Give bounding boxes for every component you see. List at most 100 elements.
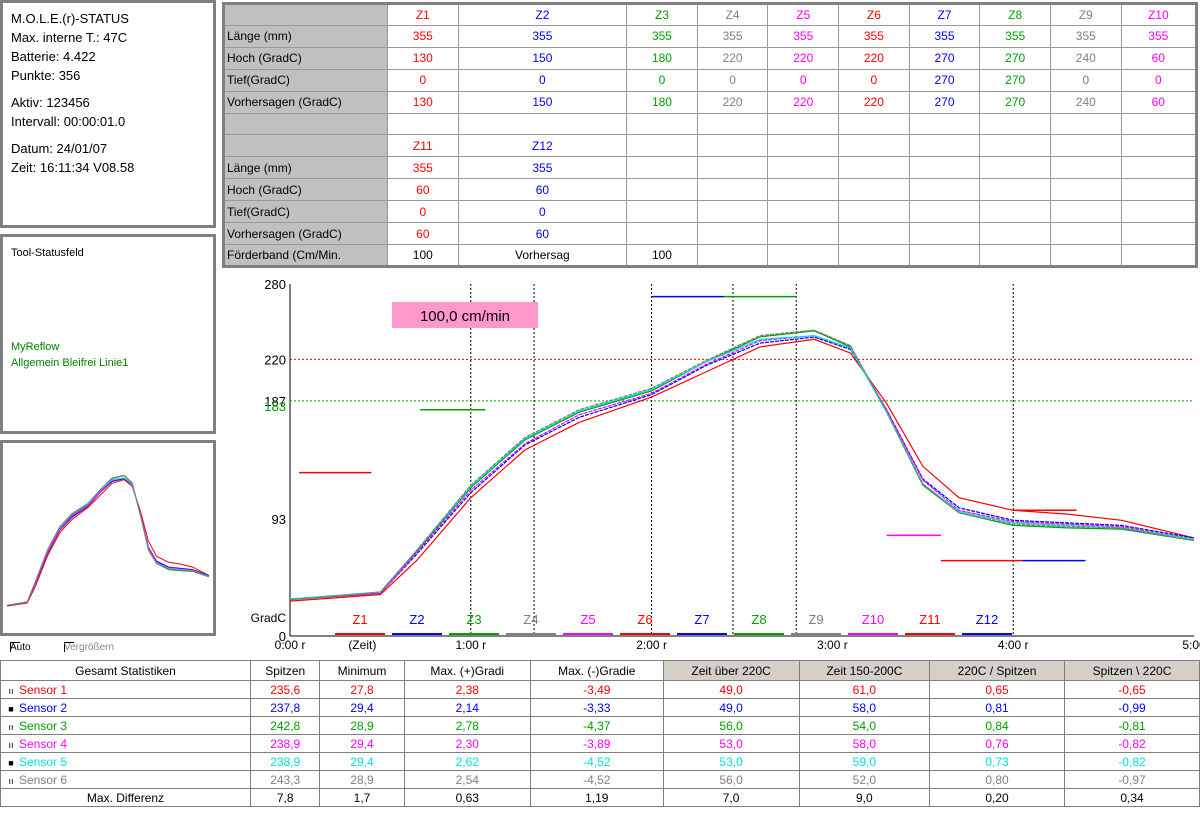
- y-tick-label: 187: [264, 394, 286, 409]
- stats-row[interactable]: ıı Sensor 4 238,9 29,4 2,30 -3,89 53,0 58,0 0,76…: [0, 734, 1200, 753]
- stats-value: 54,0: [798, 716, 931, 735]
- zone-empty: [767, 178, 840, 202]
- zone-empty: [979, 222, 1051, 245]
- zone-row-label: Vorhersagen (GradC): [223, 90, 388, 114]
- zone-value: 0: [457, 200, 628, 224]
- sensor-toggle-icon[interactable]: ıı: [8, 775, 14, 786]
- sensor-toggle-icon[interactable]: ıı: [8, 739, 14, 750]
- zoom-checkbox[interactable]: [64, 642, 74, 652]
- stats-value: -3,49: [529, 680, 664, 699]
- stats-row[interactable]: ıı Sensor 1 235,6 27,8 2,38 -3,49 49,0 61,0 0,65…: [0, 680, 1200, 699]
- zone-label: Z4: [523, 612, 538, 627]
- diff-value: 1,7: [319, 788, 405, 807]
- mini-profile-preview[interactable]: [0, 440, 216, 636]
- zone-row: Vorhersagen (GradC) 60 60: [223, 222, 1198, 245]
- zone-empty: [838, 200, 910, 224]
- stats-value: 0,73: [929, 752, 1065, 771]
- stats-header[interactable]: Zeit über 220C: [662, 660, 800, 681]
- stats-value: 29,4: [319, 734, 405, 753]
- zone-value: 150: [457, 90, 628, 114]
- x-tick-label: 4:00 r: [998, 638, 1029, 652]
- stats-value: 2,30: [403, 734, 531, 753]
- stats-value: 59,0: [798, 752, 931, 771]
- sensor-toggle-icon[interactable]: ıı: [8, 721, 14, 732]
- stats-row[interactable]: ıı Sensor 3 242,8 28,9 2,78 -4,37 56,0 54,0 0,84…: [0, 716, 1200, 735]
- stats-row[interactable]: ıı Sensor 6 243,3 28,9 2,54 -4,52 56,0 52,0 0,80…: [0, 770, 1200, 789]
- stats-value: 53,0: [662, 752, 800, 771]
- zone-row-label: Tief(GradC): [223, 200, 388, 224]
- sensor-line-5: [289, 335, 1195, 600]
- zone-value: 240: [1049, 46, 1122, 70]
- zone-row-label: Hoch (GradC): [223, 46, 388, 70]
- conveyor-value: 100: [387, 243, 459, 268]
- stats-header[interactable]: Minimum: [319, 660, 405, 681]
- x-tick-label: 1:00 r: [455, 638, 486, 652]
- stats-header[interactable]: Gesamt Statistiken: [0, 660, 251, 681]
- stats-header[interactable]: Zeit 150-200C: [798, 660, 931, 681]
- stats-header[interactable]: Max. (+)Gradi: [403, 660, 531, 681]
- auto-checkbox[interactable]: [10, 642, 20, 652]
- zone-table: Z1 Z2 Z3 Z4 Z5 Z6 Z7 Z8 Z9 Z10 Länge (mm) 355 355 355…: [222, 2, 1198, 268]
- zone-empty: [979, 178, 1051, 202]
- status-interval: Intervall: 00:00:01.0: [11, 114, 126, 129]
- sensor-toggle-icon[interactable]: ■: [8, 757, 14, 768]
- stats-header[interactable]: 220C / Spitzen: [929, 660, 1065, 681]
- sensor-name-cell[interactable]: ıı Sensor 1: [0, 680, 251, 699]
- zone-value: 220: [838, 90, 910, 114]
- sensor-name-cell[interactable]: ıı Sensor 4: [0, 734, 251, 753]
- stats-value: 52,0: [798, 770, 931, 789]
- sensor-toggle-icon[interactable]: ■: [8, 703, 14, 714]
- sensor-name: Sensor 2: [19, 700, 68, 715]
- stats-value: 29,4: [319, 752, 405, 771]
- status-points: Punkte: 356: [11, 68, 81, 83]
- zone-row: Z11 Z12: [223, 134, 1198, 158]
- stats-value: 2,14: [403, 698, 531, 717]
- zone-empty: [979, 243, 1051, 268]
- zone-empty: [908, 178, 981, 202]
- zone-label-blank: [223, 112, 388, 136]
- zone-row: Z1 Z2 Z3 Z4 Z5 Z6 Z7 Z8 Z9 Z10: [223, 3, 1198, 26]
- x-tick-label: 5:00: [1182, 638, 1200, 652]
- zone-empty: [908, 112, 981, 136]
- sensor-name-cell[interactable]: ıı Sensor 3: [0, 716, 251, 735]
- zone-header: Z6: [838, 3, 910, 26]
- stats-value: -3,33: [529, 698, 664, 717]
- stats-header[interactable]: Max. (-)Gradie: [529, 660, 664, 681]
- zone-row-label: Länge (mm): [223, 156, 388, 180]
- stats-row[interactable]: ■ Sensor 5 238,9 29,4 2,62 -4,52 53,0 59,0 0,73-…: [0, 752, 1200, 771]
- zone-empty: [838, 156, 910, 180]
- stats-header[interactable]: Spitzen \ 220C: [1064, 660, 1200, 681]
- zone-value: 355: [387, 24, 459, 48]
- zone-value: 355: [979, 24, 1051, 48]
- sensor-name-cell[interactable]: ■ Sensor 5: [0, 752, 251, 771]
- zone-value: 0: [1049, 68, 1122, 92]
- zone-empty: [457, 112, 628, 136]
- sensor-toggle-icon[interactable]: ıı: [8, 685, 14, 696]
- zone-value: 355: [626, 24, 698, 48]
- sensor-name-cell[interactable]: ıı Sensor 6: [0, 770, 251, 789]
- sensor-name-cell[interactable]: ■ Sensor 2: [0, 698, 251, 717]
- zone-empty: [1049, 243, 1122, 268]
- stats-value: -0,81: [1064, 716, 1200, 735]
- zone-value: 220: [767, 46, 840, 70]
- zone-empty: [1120, 200, 1198, 224]
- stats-value: 58,0: [798, 698, 931, 717]
- zone-header: Z12: [457, 134, 628, 158]
- zone-empty: [908, 222, 981, 245]
- zone-empty: [767, 156, 840, 180]
- zone-value: 60: [387, 222, 459, 245]
- zone-empty: [1120, 243, 1198, 268]
- zone-value: 0: [767, 68, 840, 92]
- stats-row[interactable]: ■ Sensor 2 237,8 29,4 2,14 -3,33 49,0 58,0 0,81-…: [0, 698, 1200, 717]
- diff-value: 7,8: [249, 788, 321, 807]
- diff-value: 0,34: [1064, 788, 1200, 807]
- tool-line-2: Allgemein Bleifrei Linie1: [11, 357, 129, 369]
- zone-empty: [626, 156, 698, 180]
- stats-value: 27,8: [319, 680, 405, 699]
- zone-empty: [696, 134, 769, 158]
- stats-value: 28,9: [319, 716, 405, 735]
- stats-header[interactable]: Spitzen: [249, 660, 321, 681]
- zone-value: 270: [979, 68, 1051, 92]
- status-active: Aktiv: 123456: [11, 95, 90, 110]
